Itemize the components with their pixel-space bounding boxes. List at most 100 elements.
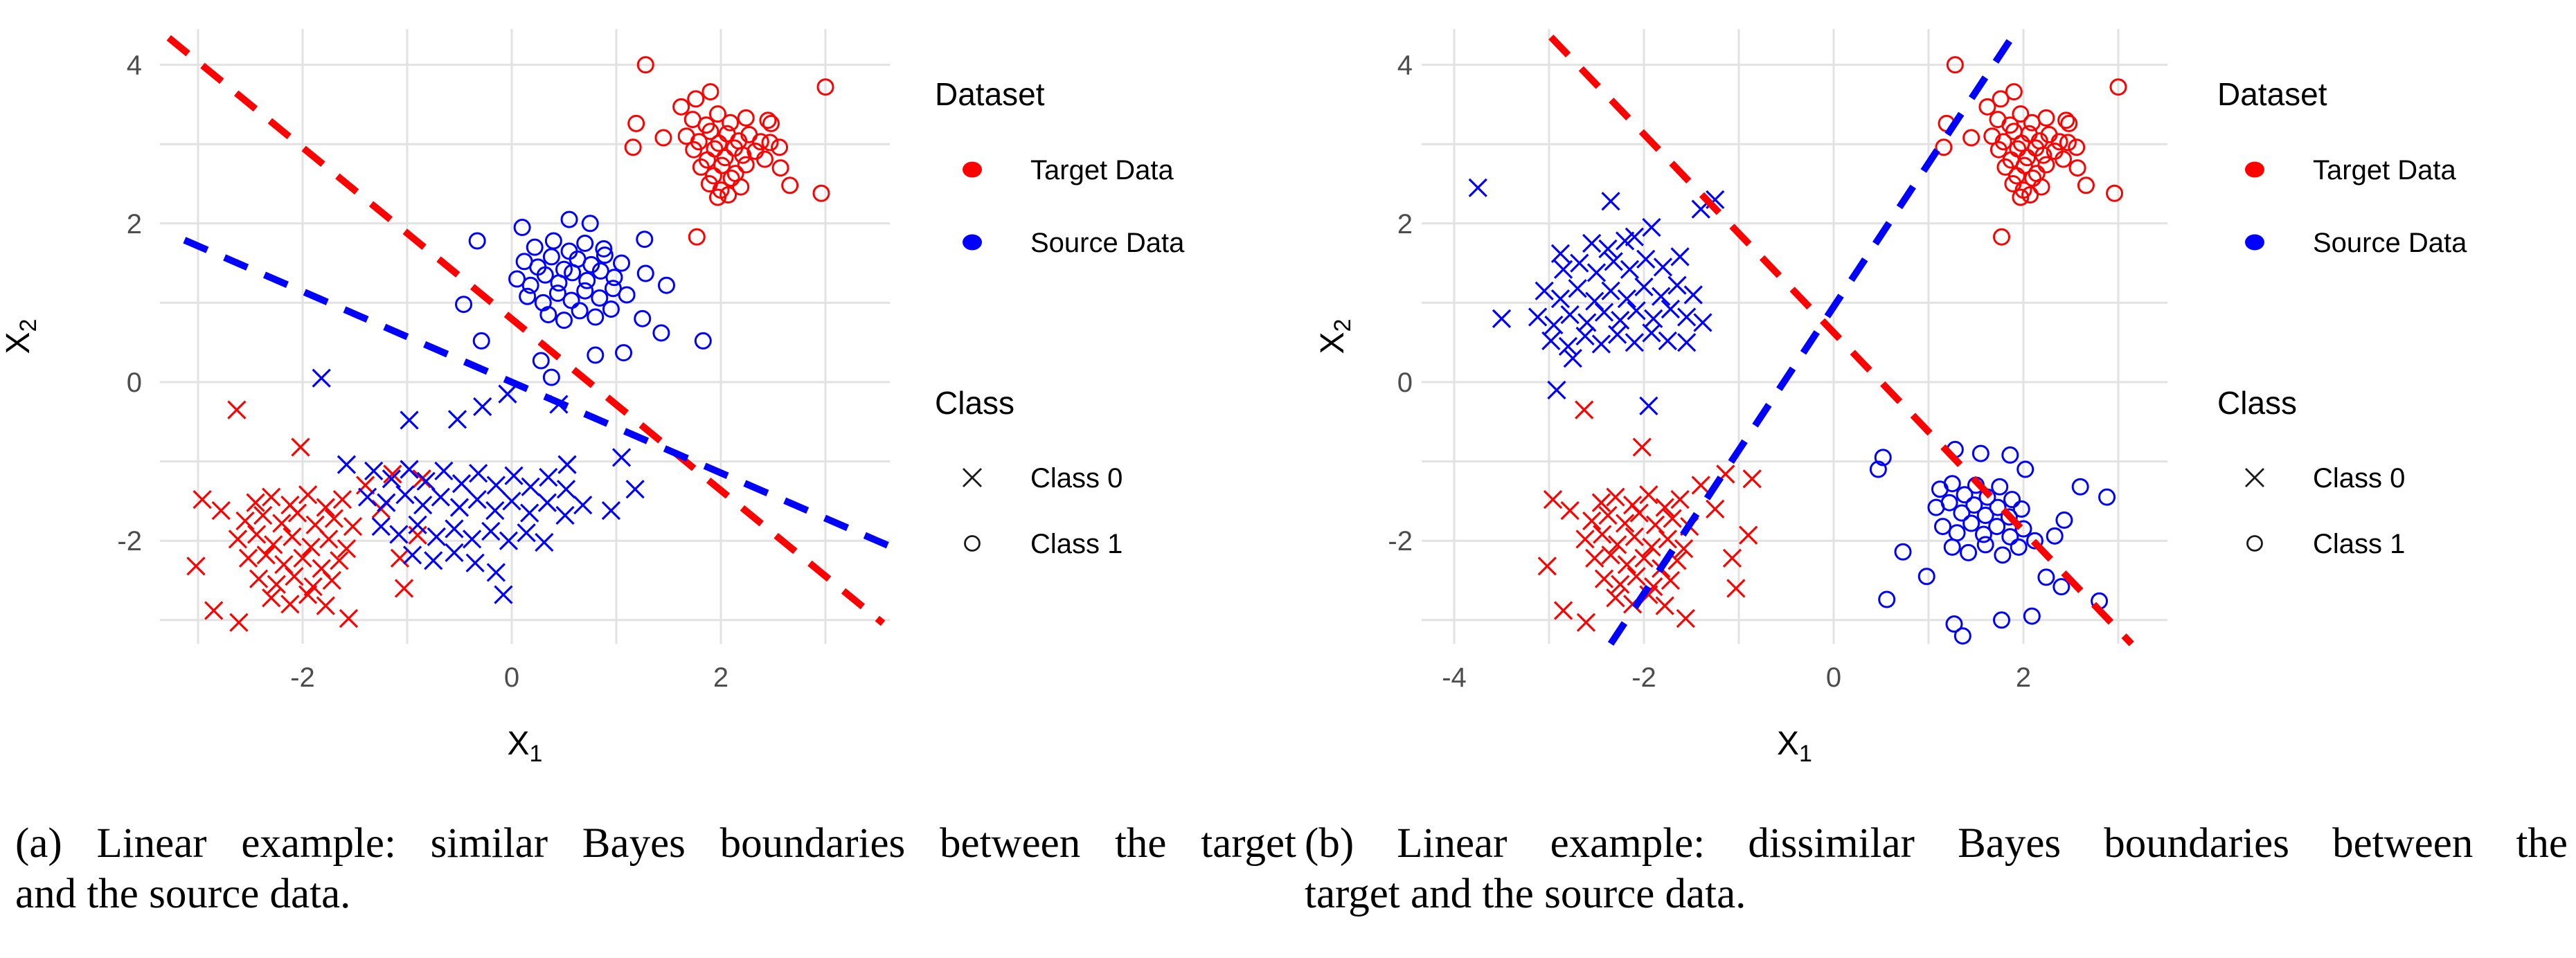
legend-dataset-title: Dataset xyxy=(935,76,1045,112)
scatter-point xyxy=(624,138,642,156)
scatter-point xyxy=(298,585,318,604)
scatter-point xyxy=(627,114,645,132)
scatter-point xyxy=(389,525,409,544)
scatter-point xyxy=(1663,509,1682,528)
scatter-point xyxy=(1943,475,1961,493)
scatter-point xyxy=(2077,177,2095,195)
scatter-point xyxy=(636,264,654,282)
scatter-point xyxy=(1632,437,1652,457)
scatter-point xyxy=(1667,275,1687,295)
scatter-point xyxy=(1620,260,1640,279)
scatter-point xyxy=(2034,146,2052,164)
scatter-point xyxy=(1992,611,2010,629)
scatter-point xyxy=(1645,515,1665,534)
scatter-point xyxy=(737,156,755,174)
x-tick-label: 2 xyxy=(713,662,728,693)
scatter-point xyxy=(556,480,576,499)
scatter-point xyxy=(604,280,622,298)
legend-item-label: Class 1 xyxy=(1030,529,1122,559)
scatter-point xyxy=(513,219,531,237)
scatter-point xyxy=(413,495,433,515)
scatter-point xyxy=(1492,309,1512,328)
scatter-point xyxy=(1946,56,1964,74)
scatter-point xyxy=(520,503,539,523)
scatter-point xyxy=(701,123,719,141)
scatter-point xyxy=(539,467,558,487)
caption-a-line1: (a) Linear example: similar Bayes bounda… xyxy=(15,820,1296,867)
scatter-point xyxy=(1976,507,1994,525)
scatter-point xyxy=(293,548,312,568)
scatter-point xyxy=(298,485,318,505)
scatter-point xyxy=(1953,627,1971,645)
scatter-point xyxy=(1976,536,1994,554)
scatter-point xyxy=(1655,498,1674,517)
axis-tick-labels: -4 -2 0 2 -2 0 2 4 xyxy=(1388,51,2031,693)
scatter-point xyxy=(193,489,212,509)
scatter-point xyxy=(301,537,321,557)
scatter-point xyxy=(1691,476,1710,495)
scatter-point xyxy=(355,476,375,495)
scatter-point xyxy=(537,493,557,512)
scatter-point xyxy=(465,553,485,572)
scatter-point xyxy=(526,238,544,256)
scatter-point xyxy=(1594,302,1614,322)
scatter-point xyxy=(394,579,414,598)
scatter-point xyxy=(1992,90,2010,108)
scatter-point xyxy=(462,530,482,549)
source-data-key-dot xyxy=(2245,234,2264,251)
scatter-point xyxy=(316,596,335,615)
scatter-point xyxy=(708,188,726,206)
scatter-point xyxy=(1601,545,1620,565)
x-tick-label: 2 xyxy=(2016,662,2031,693)
scatter-plot-a: -2 0 2 -2 0 2 4 X1 X2 Dataset Target Data Source Da… xyxy=(0,29,1185,767)
scatter-point xyxy=(249,569,269,588)
scatter-point xyxy=(1965,496,1983,514)
scatter-point xyxy=(2037,568,2055,586)
scatter-point xyxy=(402,545,422,565)
scatter-point xyxy=(701,83,719,101)
scatter-point xyxy=(521,477,540,496)
scatter-point xyxy=(761,134,779,152)
scatter-point xyxy=(746,143,764,161)
scatter-point xyxy=(2012,188,2030,206)
scatter-point xyxy=(737,109,755,127)
scatter-point xyxy=(521,276,539,294)
y-tick-label: 2 xyxy=(1397,209,1413,240)
scatter-point xyxy=(1676,608,1695,629)
scatter-point xyxy=(2018,149,2036,167)
scatter-point xyxy=(591,262,609,280)
scatter-point xyxy=(473,397,492,417)
scatter-point xyxy=(1988,518,2006,536)
scatter-point xyxy=(1974,525,1992,543)
series-source-class0 xyxy=(1468,178,1725,416)
scatter-point xyxy=(1945,615,1963,633)
scatter-point xyxy=(235,511,255,531)
caption-a-line2: and the source data. xyxy=(15,871,351,917)
scatter-point xyxy=(591,289,609,307)
scatter-point xyxy=(1978,98,1996,116)
scatter-point xyxy=(246,493,265,512)
scatter-point xyxy=(1934,518,1952,536)
legend-item-label: Class 1 xyxy=(2313,529,2405,559)
scatter-point xyxy=(1989,498,2007,516)
target-data-key-dot xyxy=(2245,161,2264,178)
y-tick-label: -2 xyxy=(117,526,142,557)
scatter-point xyxy=(1683,285,1703,305)
scatter-point xyxy=(2024,169,2042,187)
scatter-point xyxy=(1468,178,1487,197)
scatter-point xyxy=(416,471,436,491)
scatter-point xyxy=(2059,134,2077,152)
scatter-point xyxy=(445,543,464,563)
scatter-point xyxy=(2014,520,2032,538)
scatter-point xyxy=(408,515,427,534)
class1-key-circle xyxy=(2246,535,2263,552)
scatter-point xyxy=(445,519,464,539)
scatter-point xyxy=(734,146,752,164)
scatter-point xyxy=(2012,500,2030,518)
scatter-point xyxy=(364,461,384,480)
scatter-point xyxy=(1878,590,1896,608)
scatter-point xyxy=(400,460,419,479)
scatter-point xyxy=(1550,289,1571,309)
scatter-point xyxy=(1677,333,1697,352)
